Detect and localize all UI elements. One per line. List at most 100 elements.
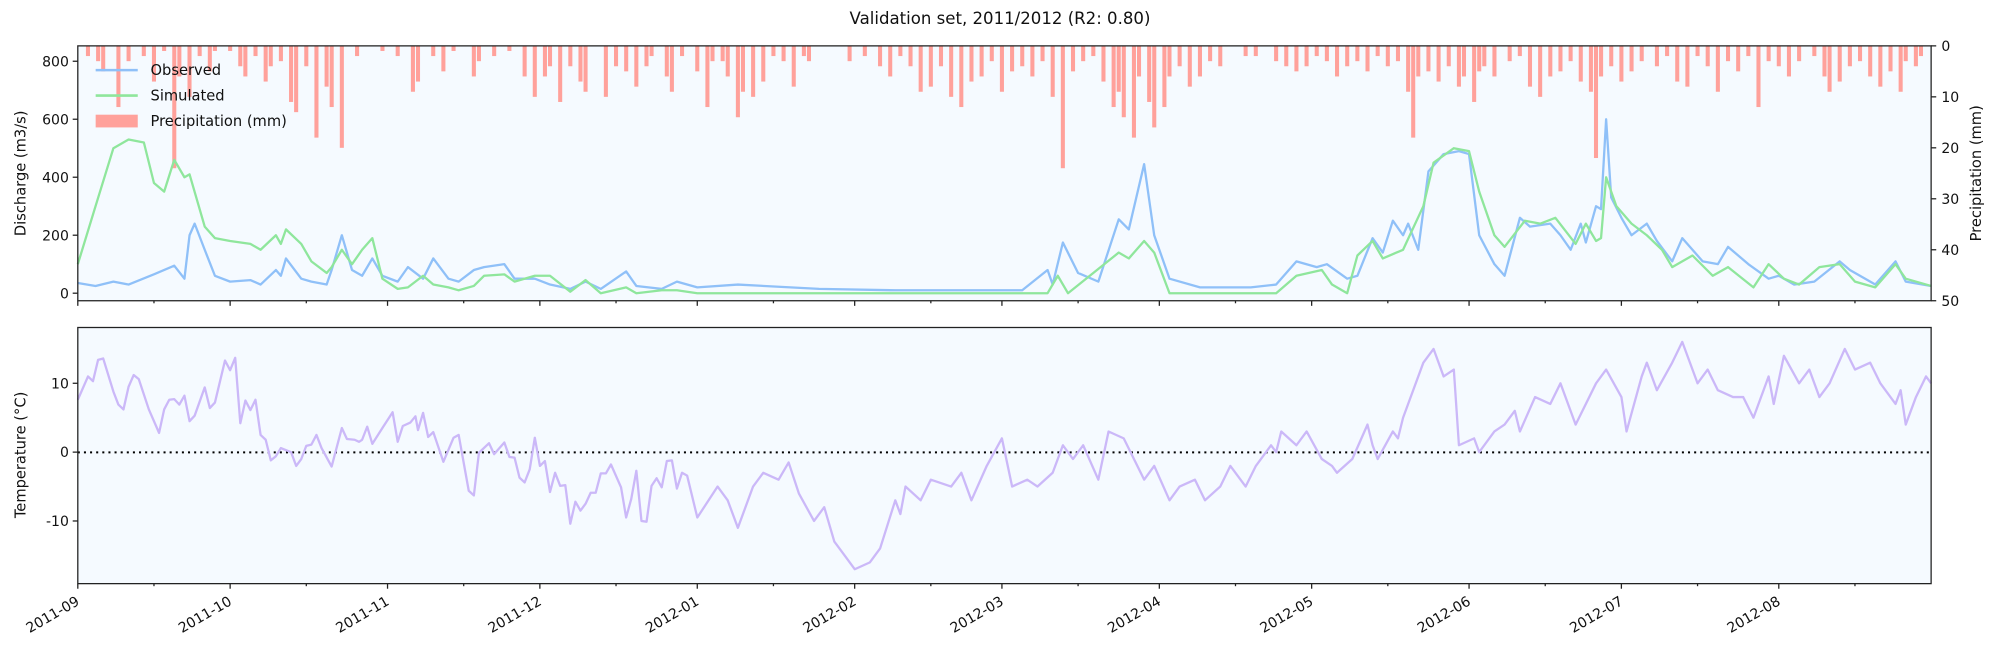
precipitation-bar [395, 45, 400, 57]
precipitation-bar [207, 45, 212, 72]
precipitation-bar [801, 45, 806, 57]
precipitation-bar [101, 45, 106, 72]
precipitation-bar [1558, 45, 1563, 72]
precipitation-bar [1492, 45, 1497, 77]
precipitation-bar [1725, 45, 1731, 62]
precipitation-bar [451, 45, 456, 51]
precipitation-bar [1588, 45, 1593, 92]
precipitation-bar [1715, 45, 1720, 92]
legend-swatch-precipitation [95, 114, 138, 128]
precipitation-bar [522, 45, 527, 77]
precipitation-bar [289, 45, 294, 102]
precipitation-bar [1568, 45, 1573, 62]
precipitation-bar [471, 45, 476, 77]
precipitation-bar [999, 45, 1004, 92]
legend-label-precipitation: Precipitation (mm) [151, 113, 287, 130]
precipitation-bar [1010, 45, 1015, 72]
precipitation-bar [476, 45, 481, 62]
precipitation-bar [278, 45, 283, 62]
precipitation-bar [781, 45, 786, 62]
chart-title: Validation set, 2011/2012 (R2: 0.80) [850, 9, 1151, 28]
precipitation-bar [1786, 45, 1791, 77]
precipitation-bar [1030, 45, 1035, 77]
series-line-simulated [76, 138, 1932, 295]
precipitation-bar [415, 45, 421, 82]
precipitation-bar [263, 45, 268, 82]
y-tick-label: 800 [42, 54, 69, 70]
precipitation-bar [1218, 45, 1223, 67]
discharge-y-ticks: 0 200 400 600 800 [42, 54, 78, 302]
precipitation-bar [172, 45, 177, 169]
y-tick-label: -10 [46, 514, 69, 530]
precipitation-bar [1746, 45, 1751, 57]
precipitation-bar [228, 45, 233, 51]
precipitation-bar [116, 45, 121, 108]
precipitation-bar [908, 45, 913, 67]
precipitation-bar [725, 45, 730, 77]
precipitation-bar [1365, 45, 1370, 72]
precipitation-bar [212, 45, 217, 51]
precipitation-bar [294, 45, 299, 113]
precipitation-bar [380, 45, 385, 51]
precipitation-bar [680, 45, 685, 57]
precipitation-bar [542, 45, 547, 77]
precipitation-bar [339, 45, 344, 148]
x-tick-label: 2012-07 [1567, 594, 1626, 637]
precipitation-bar [1888, 45, 1893, 72]
precipitation-bar [558, 45, 563, 102]
y2-tick-label: 30 [1941, 192, 1959, 208]
precipitation-bar [329, 45, 334, 108]
precipitation-bar [96, 45, 101, 62]
legend-label-simulated: Simulated [151, 88, 225, 105]
precipitation-bar [1304, 45, 1309, 67]
temperature-y-ticks: -10 0 10 [46, 376, 78, 530]
precipitation-bar [1416, 45, 1421, 77]
precipitation-bar [1147, 45, 1152, 102]
precipitation-bar [431, 45, 436, 57]
x-tick-label: 2012-03 [948, 594, 1007, 637]
precipitation-bar [1548, 45, 1553, 77]
precipitation-bar [1665, 45, 1670, 57]
precipitation-bar [1837, 45, 1842, 82]
precipitation-bar [162, 45, 167, 51]
precipitation-bar [547, 45, 553, 67]
precipitation-bar [1274, 45, 1279, 62]
precipitation-bar [1131, 45, 1136, 138]
precipitation-bar [1324, 45, 1329, 62]
precipitation-bar [85, 45, 90, 57]
y-tick-label: 0 [60, 445, 69, 461]
precipitation-bar [1091, 45, 1096, 57]
precipitation-bar [1629, 45, 1634, 72]
precipitation-bar [1314, 45, 1319, 57]
precipitation-y-ticks: 0 10 20 30 40 50 [1931, 39, 1959, 310]
precipitation-bar [644, 45, 649, 67]
precipitation-bar [1162, 45, 1167, 108]
series-line-observed [77, 118, 1932, 292]
x-tick-label: 2012-02 [800, 594, 859, 637]
precipitation-bars [85, 45, 1923, 169]
precipitation-bar [238, 45, 243, 67]
precipitation-bar [268, 45, 273, 67]
precipitation-bar [187, 45, 192, 97]
precipitation-bar [1913, 45, 1918, 67]
discharge-plot-background [77, 45, 1932, 301]
precipitation-bar [1507, 45, 1512, 62]
temperature-plot-frame [77, 326, 1932, 585]
legend-label-observed: Observed [151, 62, 222, 79]
precipitation-bar [888, 45, 893, 77]
precipitation-bar [177, 45, 182, 77]
precipitation-bar [1411, 45, 1416, 138]
x-tick-label: 2012-06 [1415, 594, 1474, 637]
precipitation-bar [1187, 45, 1192, 87]
discharge-panel: 0 200 400 600 800 0 10 20 30 40 50 Discharge (m3/… [13, 39, 1985, 310]
precipitation-bar [141, 45, 146, 57]
precipitation-bar [969, 45, 974, 82]
precipitation-bar [1827, 45, 1832, 92]
precipitation-bar [1472, 45, 1477, 102]
precipitation-bar [918, 45, 923, 92]
precipitation-bar [862, 45, 867, 57]
precipitation-bar [507, 45, 512, 51]
precipitation-bar [720, 45, 725, 62]
precipitation-bar [583, 45, 588, 92]
precipitation-bar [898, 45, 903, 57]
